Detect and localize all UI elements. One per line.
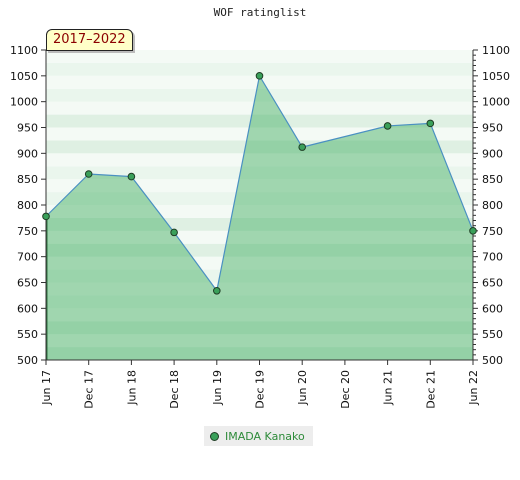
y-tick-label-right: 850 [482, 173, 503, 186]
data-point [127, 172, 136, 181]
data-point [170, 228, 178, 237]
y-tick-label-left: 650 [17, 277, 38, 290]
data-point [298, 143, 307, 151]
background-band [46, 166, 473, 180]
background-band [46, 75, 473, 89]
background-band [46, 205, 473, 218]
background-band [46, 269, 473, 283]
background-bands [46, 50, 473, 360]
data-point [84, 170, 93, 178]
data-point [42, 212, 50, 221]
y-tick-label-left: 600 [17, 302, 38, 315]
left-axis: 500 550 600 650 700 750 800 850 900 950 1000 1050 11… [10, 44, 47, 367]
legend[interactable]: IMADA Kanako [204, 426, 313, 446]
background-band [46, 62, 473, 76]
area-layer [45, 74, 474, 360]
y-tick-label-left: 500 [17, 354, 38, 367]
x-tick-label: Jun 20 [296, 370, 309, 406]
data-point [383, 122, 392, 130]
y-tick-label-right: 600 [482, 302, 503, 315]
y-tick-label-left: 750 [17, 225, 38, 238]
background-band [46, 101, 473, 115]
legend-marker-icon [210, 431, 219, 441]
x-tick-label: Dec 19 [254, 370, 267, 409]
background-band [46, 192, 473, 205]
y-tick-label-right: 550 [482, 328, 503, 341]
y-tick-label-left: 900 [17, 147, 38, 160]
background-band [46, 295, 473, 309]
y-tick-label-right: 800 [482, 199, 503, 212]
x-tick-label: Dec 17 [83, 370, 96, 409]
background-band [46, 243, 473, 257]
y-tick-label-right: 1050 [482, 70, 510, 83]
background-band [46, 217, 473, 231]
y-tick-label-left: 1050 [10, 70, 38, 83]
data-point [469, 227, 477, 235]
y-tick-label-right: 1000 [482, 96, 510, 109]
background-band [46, 347, 473, 360]
background-band [46, 256, 473, 270]
y-tick-label-right: 900 [482, 147, 503, 160]
series-area [46, 75, 473, 360]
y-tick-label-left: 550 [17, 328, 38, 341]
y-tick-label-left: 850 [17, 173, 38, 186]
x-axis: Jun 17 Dec 17 Jun 18 Dec 18 Jun 19 Dec 19 Jun … [40, 359, 480, 409]
background-band [46, 308, 473, 322]
x-tick-label: Jun 18 [125, 370, 138, 406]
background-band [46, 321, 473, 335]
points-layer [42, 72, 477, 295]
x-tick-label: Jun 19 [211, 370, 224, 406]
data-point [426, 119, 435, 128]
background-band [46, 282, 473, 296]
x-tick-label: Dec 20 [339, 370, 352, 409]
x-tick-label: Dec 21 [424, 370, 437, 409]
background-band [46, 230, 473, 244]
y-tick-label-left: 1000 [10, 96, 38, 109]
x-tick-label: Jun 21 [382, 370, 395, 406]
y-tick-label-left: 800 [17, 199, 38, 212]
chart-title: WOF ratinglist [213, 6, 307, 19]
y-tick-label-left: 950 [17, 122, 38, 135]
right-axis: 500 550 600 650 700 750 800 850 900 950 1000 1050 11… [472, 44, 510, 367]
y-tick-label-right: 750 [482, 225, 503, 238]
y-tick-label-right: 1100 [482, 44, 510, 57]
y-tick-label-right: 500 [482, 354, 503, 367]
legend-label: IMADA Kanako [225, 429, 305, 443]
background-band [46, 88, 473, 102]
y-tick-label-right: 650 [482, 277, 503, 290]
background-band [46, 334, 473, 348]
x-tick-label: Jun 22 [467, 370, 480, 406]
y-tick-label-left: 1100 [10, 44, 38, 57]
background-band [46, 179, 473, 193]
data-point [255, 72, 264, 80]
x-tick-label: Dec 18 [168, 370, 181, 409]
background-band [46, 153, 473, 167]
background-band [46, 114, 473, 128]
background-band [46, 50, 473, 63]
y-tick-label-left: 700 [17, 251, 38, 264]
y-tick-label-right: 950 [482, 122, 503, 135]
x-tick-label: Jun 17 [40, 370, 53, 406]
y-tick-label-right: 700 [482, 251, 503, 264]
date-range-badge: 2017–2022 [46, 29, 133, 51]
data-point [213, 286, 221, 295]
series-line [45, 74, 474, 293]
background-band [46, 140, 473, 154]
